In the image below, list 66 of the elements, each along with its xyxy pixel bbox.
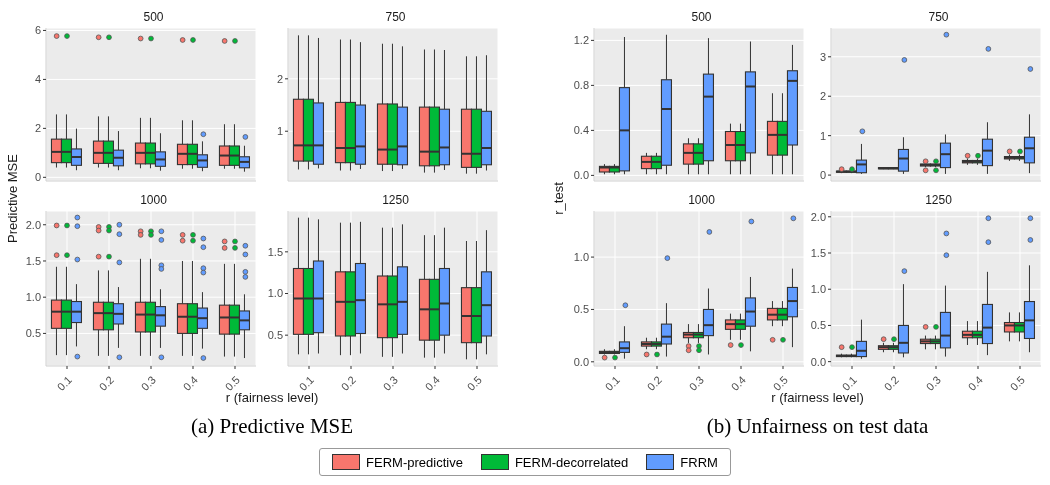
y-tick-label: 1 <box>276 125 283 138</box>
x-tick-label: 0.4 <box>728 373 749 393</box>
y-tick-label: 2.0 <box>25 218 41 231</box>
x-tick-label: 0.2 <box>881 373 902 393</box>
y-tick-label: 0.5 <box>573 303 589 316</box>
y-tick-label: 0.5 <box>267 329 283 342</box>
x-tick-label: 0.5 <box>1007 373 1028 393</box>
x-tick-label: 0.1 <box>839 373 860 393</box>
x-tick-label: 0.2 <box>96 373 117 393</box>
y-tick-label: 2 <box>34 122 41 135</box>
x-tick-label: 0.1 <box>54 373 75 393</box>
x-tick-label: 0.5 <box>222 373 243 393</box>
x-tick-label: 0.5 <box>464 373 485 393</box>
y-tick-label: 1.5 <box>25 254 41 267</box>
y-tick-label: 1.5 <box>810 246 826 259</box>
x-tick-label: 0.3 <box>923 373 944 393</box>
chart-title: 1000 <box>687 192 716 209</box>
y-tick-label: 0.8 <box>573 79 589 92</box>
y-tick-label: 2 <box>276 72 283 85</box>
chart-title: 1250 <box>924 192 953 209</box>
x-tick-label: 0.3 <box>380 373 401 393</box>
y-tick-label: 1 <box>819 129 826 142</box>
chart-title: 1250 <box>381 192 410 209</box>
y-tick-label: 2.0 <box>810 210 826 223</box>
y-tick-label: 0 <box>819 168 826 181</box>
y-axis-title: r_test <box>550 181 566 215</box>
x-tick-label: 0.2 <box>644 373 665 393</box>
legend-label: FERM-predictive <box>366 454 463 470</box>
x-tick-label: 0.1 <box>296 373 317 393</box>
chart-title: 750 <box>927 9 950 26</box>
y-tick-label: 3 <box>819 50 826 63</box>
legend-label: FRRM <box>680 454 718 470</box>
y-tick-label: 0.0 <box>573 355 589 368</box>
y-tick-label: 0.5 <box>25 327 41 340</box>
y-tick-label: 0.4 <box>573 124 589 137</box>
x-tick-label: 0.4 <box>965 373 986 393</box>
x-tick-label: 0.4 <box>180 373 201 393</box>
y-axis-title: Predictive MSE <box>4 153 20 243</box>
y-tick-label: 2 <box>819 90 826 103</box>
x-tick-label: 0.3 <box>138 373 159 393</box>
chart-title: 750 <box>384 9 407 26</box>
x-axis-title: r (fairness level) <box>771 390 864 405</box>
x-tick-label: 0.4 <box>422 373 443 393</box>
y-tick-label: 1.0 <box>25 291 41 304</box>
y-tick-label: 1.5 <box>267 245 283 258</box>
x-tick-label: 0.2 <box>338 373 359 393</box>
text: (b) Unfairness on test data <box>705 414 930 439</box>
y-tick-label: 1.0 <box>810 283 826 296</box>
chart-title: 1000 <box>140 193 167 207</box>
y-tick-label: 0.0 <box>810 355 826 368</box>
chart-title: 500 <box>142 9 165 26</box>
y-tick-label: 4 <box>34 73 41 86</box>
y-tick-label: 0 <box>34 171 41 184</box>
y-tick-label: 1.0 <box>573 250 589 263</box>
x-tick-label: 0.3 <box>686 373 707 393</box>
text: (a) Predictive MSE <box>189 414 355 439</box>
y-tick-label: 6 <box>34 24 41 37</box>
legend-label: FERM-decorrelated <box>514 454 629 470</box>
x-tick-label: 0.1 <box>602 373 623 393</box>
y-tick-label: 0.5 <box>810 319 826 332</box>
y-tick-label: 1.2 <box>573 34 589 47</box>
y-tick-label: 1.0 <box>267 287 283 300</box>
x-axis-title: r (fairness level) <box>225 390 319 405</box>
x-tick-label: 0.5 <box>770 373 791 393</box>
y-tick-label: 0.0 <box>573 169 589 182</box>
chart-title: 500 <box>690 9 713 26</box>
